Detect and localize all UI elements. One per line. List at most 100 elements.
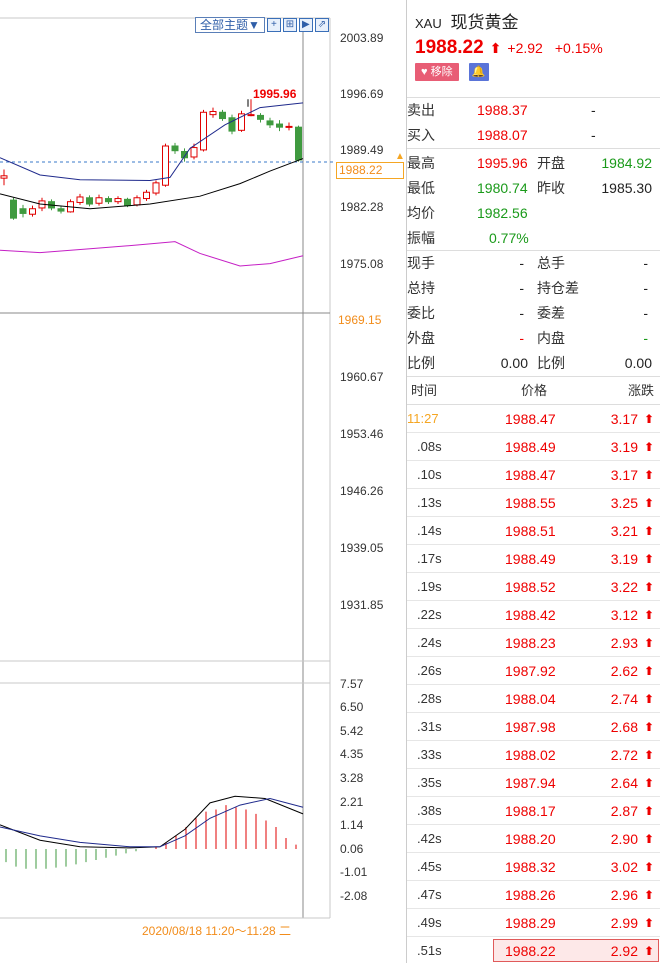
tick-time: .08s [417, 439, 442, 454]
tick-row[interactable]: .33s 1988.02 2.72 ⬆ [407, 741, 660, 769]
tick-row[interactable]: .26s 1987.92 2.62 ⬆ [407, 657, 660, 685]
tick-price: 1988.17 [505, 803, 556, 819]
tick-row[interactable]: .24s 1988.23 2.93 ⬆ [407, 629, 660, 657]
candle-body [162, 145, 169, 186]
indicator-axis-tick: -2.08 [340, 889, 368, 903]
candle-body [114, 198, 122, 203]
theme-select-button[interactable]: 全部主题▼ [195, 17, 265, 33]
candle-body [95, 197, 103, 204]
tick-row[interactable]: .47s 1988.26 2.96 ⬆ [407, 881, 660, 909]
tick-row[interactable]: .51s 1988.22 2.92 ⬆ [407, 937, 660, 963]
tick-row[interactable]: .31s 1987.98 2.68 ⬆ [407, 713, 660, 741]
ticks-list[interactable]: 11:27 1988.47 3.17 ⬆ .08s 1988.49 3.19 ⬆ .10s 198… [407, 405, 660, 963]
tick-price: 1988.04 [505, 691, 556, 707]
bell-icon[interactable]: 🔔 [468, 63, 489, 81]
price-axis-tick: 1946.26 [340, 484, 384, 498]
stats-row-amp: 振幅 0.77% [407, 226, 660, 251]
up-arrow-icon: ⬆ [643, 496, 654, 510]
tick-row[interactable]: .10s 1988.47 3.17 ⬆ [407, 461, 660, 489]
tick-change: 2.68 [610, 719, 638, 735]
tick-change: 3.02 [610, 859, 638, 875]
candle-body [171, 145, 179, 152]
tick-time: .19s [417, 579, 442, 594]
tick-time: 11:27 [407, 411, 439, 426]
candle-body [247, 114, 255, 117]
open-value: 1984.92 [601, 155, 652, 171]
play-icon[interactable]: ▶ [298, 18, 313, 32]
candle-body [0, 175, 8, 179]
symbol-name: 现货黄金 [450, 13, 519, 32]
tick-row[interactable]: .49s 1988.29 2.99 ⬆ [407, 909, 660, 937]
tick-row[interactable]: .45s 1988.32 3.02 ⬆ [407, 853, 660, 881]
high-label: 最高 [407, 155, 435, 171]
tick-price: 1988.32 [505, 859, 556, 875]
up-arrow-icon: ⬆ [643, 412, 654, 426]
tick-change: 2.87 [610, 803, 638, 819]
order-diff-value: - [643, 305, 648, 321]
tick-time: .33s [417, 747, 442, 762]
price-axis-tick: 1982.28 [340, 200, 384, 214]
tick-price: 1988.52 [505, 579, 556, 595]
tick-row[interactable]: .28s 1988.04 2.74 ⬆ [407, 685, 660, 713]
up-arrow-icon: ⬆ [643, 692, 654, 706]
tick-price: 1987.98 [505, 719, 556, 735]
tick-price: 1987.94 [505, 775, 556, 791]
crosshair-price-tag: 1969.15 [338, 313, 382, 327]
candle-body [276, 123, 283, 128]
export-icon[interactable]: ⇗ [314, 18, 329, 32]
tick-change: 2.92 [610, 943, 638, 959]
tick-time: .14s [417, 523, 442, 538]
tick-row[interactable]: .08s 1988.49 3.19 ⬆ [407, 433, 660, 461]
tick-row[interactable]: .19s 1988.52 3.22 ⬆ [407, 573, 660, 601]
tick-row[interactable]: .17s 1988.49 3.19 ⬆ [407, 545, 660, 573]
tick-row[interactable]: .13s 1988.55 3.25 ⬆ [407, 489, 660, 517]
tick-change: 2.74 [610, 691, 638, 707]
kline-chart[interactable]: 全部主题▼ + ⊞ ▶ ⇗ 1995.96 2003.89 1996.69 1989… [0, 0, 406, 963]
chart-canvas[interactable] [0, 0, 406, 963]
tick-time: .38s [417, 803, 442, 818]
tick-time: .42s [417, 831, 442, 846]
date-range-label: 2020/08/18 11:20～11:28 二 [142, 924, 292, 938]
up-arrow-icon: ⬆ [643, 580, 654, 594]
tick-row[interactable]: .22s 1988.42 3.12 ⬆ [407, 601, 660, 629]
candle-body [152, 182, 160, 194]
ratio-label-left: 比例 [407, 355, 435, 371]
indicator-axis-tick: 6.50 [340, 700, 364, 714]
prev-close-label: 昨收 [537, 180, 565, 196]
tick-time: .13s [417, 495, 442, 510]
tick-price: 1988.42 [505, 607, 556, 623]
up-arrow-icon: ⬆ [643, 636, 654, 650]
tick-row[interactable]: .35s 1987.94 2.64 ⬆ [407, 769, 660, 797]
candle-body [200, 111, 207, 151]
tick-row[interactable]: .42s 1988.20 2.90 ⬆ [407, 825, 660, 853]
total-volume-value: - [643, 255, 648, 271]
high-value: 1995.96 [477, 155, 528, 171]
ticks-change-header: 涨跌 [627, 383, 654, 398]
tick-change: 2.96 [610, 887, 638, 903]
up-arrow-icon: ⬆ [489, 40, 502, 56]
tick-row[interactable]: .14s 1988.51 3.21 ⬆ [407, 517, 660, 545]
indicator-axis-tick: 1.14 [340, 818, 364, 832]
indicator-axis-tick: 3.28 [340, 771, 364, 785]
tick-row[interactable]: .38s 1988.17 2.87 ⬆ [407, 797, 660, 825]
grid-icon[interactable]: + [266, 18, 281, 32]
macd-dea-line [0, 797, 304, 848]
remove-watch-button[interactable]: ♥ 移除 [415, 63, 459, 81]
tick-price: 1988.49 [505, 439, 556, 455]
tick-change: 3.19 [610, 551, 638, 567]
volume-block: 现手 - 总手 - 总持 - 持仓差 - 委比 - 委差 - 外盘 - 内盘 -… [407, 251, 660, 377]
tick-price: 1987.92 [505, 663, 556, 679]
volume-row-4: 外盘 - 内盘 - [407, 326, 660, 351]
split-icon[interactable]: ⊞ [282, 18, 297, 32]
tick-price: 1988.51 [505, 523, 556, 539]
price-axis-tick: 1939.05 [340, 541, 384, 555]
up-arrow-icon: ⬆ [643, 608, 654, 622]
tick-change: 2.72 [610, 747, 638, 763]
tick-price: 1988.22 [505, 943, 556, 959]
tick-row[interactable]: 11:27 1988.47 3.17 ⬆ [407, 405, 660, 433]
tick-change: 3.25 [610, 495, 638, 511]
candle-body [133, 197, 141, 206]
inner-volume-label: 内盘 [537, 330, 565, 346]
price-axis-tick: 1996.69 [340, 87, 384, 101]
indicator-axis-tick: 0.06 [340, 842, 364, 856]
